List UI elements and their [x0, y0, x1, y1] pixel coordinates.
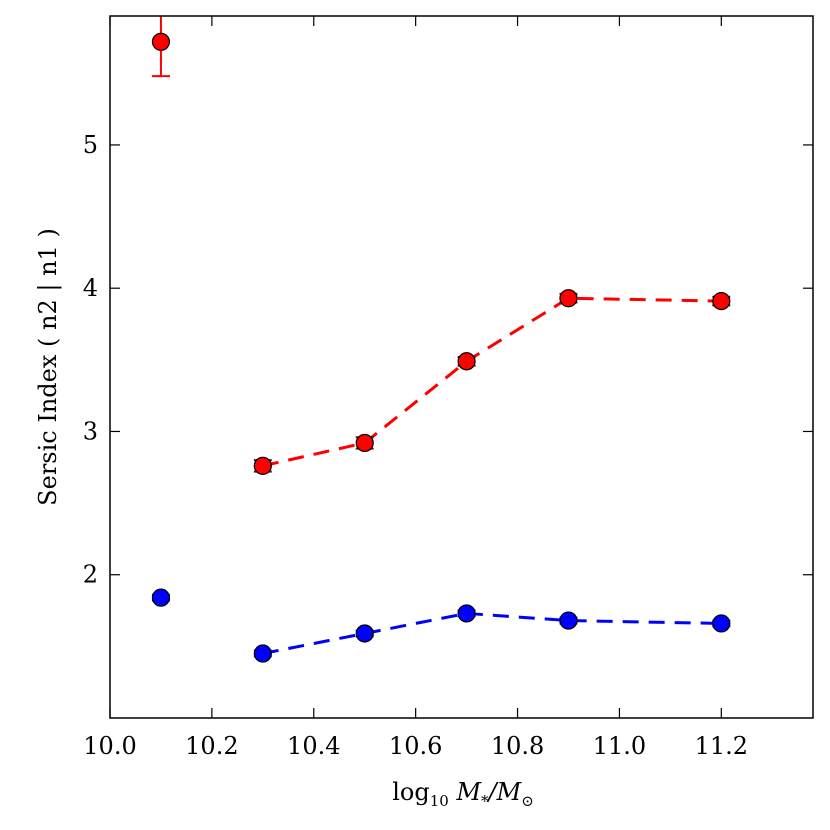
x-tick-label: 10.8: [491, 732, 544, 760]
tick-labels: 10.0 10.2 10.4 10.6 10.8 11.0 11.2 2 3 4 5: [83, 131, 748, 760]
data-point-n1: [559, 611, 578, 630]
data-point-n1: [253, 644, 272, 663]
x-tick-label: 10.6: [389, 732, 442, 760]
data-point-isolated-n1: [151, 588, 171, 607]
data-point-n1: [712, 614, 731, 633]
x-axis-label-m2: M: [496, 778, 523, 806]
plot-frame: [109, 15, 814, 719]
x-axis-label-base: 10: [430, 792, 449, 810]
data-point-n1: [355, 624, 374, 643]
data-point-isolated-n2: [151, 32, 171, 51]
x-tick-label: 10.0: [83, 732, 136, 760]
data-point-n2: [253, 456, 272, 475]
ticks: [109, 16, 813, 718]
x-tick-label: 10.2: [185, 732, 238, 760]
data-point-n2: [355, 433, 374, 453]
data-point-n2: [457, 352, 476, 371]
series-layer: [151, 16, 731, 663]
y-tick-label: 2: [83, 561, 98, 589]
x-axis-label-log: log: [392, 778, 430, 806]
data-point-n1: [457, 604, 476, 623]
x-axis-label-slash: /: [487, 778, 500, 806]
x-axis-label-sun: ⊙: [521, 792, 534, 810]
x-tick-label: 11.2: [695, 732, 748, 760]
x-axis-label: log10 M*/M⊙: [392, 778, 534, 810]
y-axis-label: Sersic Index ( n2 | n1 ): [34, 228, 63, 506]
x-axis-label-m: M: [455, 778, 482, 806]
y-tick-label: 4: [83, 274, 98, 302]
x-tick-label: 11.0: [593, 732, 646, 760]
data-point-n2: [559, 289, 578, 308]
y-tick-label: 5: [83, 131, 98, 159]
data-point-n2: [712, 291, 731, 311]
x-tick-label: 10.4: [287, 732, 340, 760]
y-tick-label: 3: [83, 417, 98, 445]
x-axis-label-star: *: [481, 792, 489, 810]
